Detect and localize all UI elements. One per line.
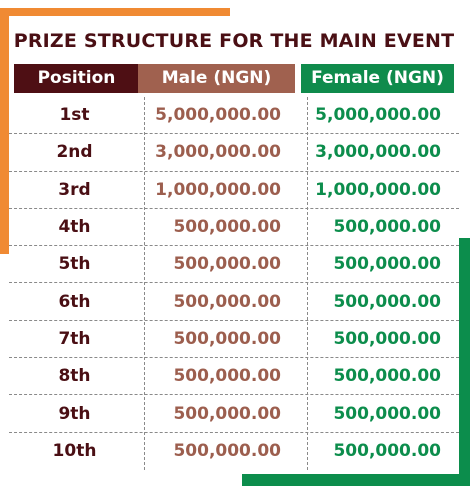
male-prize-cell: 500,000.00 xyxy=(173,441,281,462)
column-divider xyxy=(307,97,308,470)
female-prize-cell: 500,000.00 xyxy=(333,328,441,349)
male-prize-cell: 1,000,000.00 xyxy=(155,179,281,200)
table-row: 5th 500,000.00 500,000.00 xyxy=(9,246,459,284)
table-row: 9th 500,000.00 500,000.00 xyxy=(9,395,459,433)
table-row: 3rd 1,000,000.00 1,000,000.00 xyxy=(9,172,459,209)
position-cell: 3rd xyxy=(58,179,91,200)
female-prize-cell: 5,000,000.00 xyxy=(315,105,441,126)
male-prize-cell: 500,000.00 xyxy=(173,254,281,275)
male-prize-cell: 500,000.00 xyxy=(173,291,281,312)
male-prize-cell: 3,000,000.00 xyxy=(155,142,281,163)
position-cell: 1st xyxy=(59,105,90,126)
position-cell: 9th xyxy=(58,403,91,424)
female-prize-cell: 500,000.00 xyxy=(333,366,441,387)
position-cell: 7th xyxy=(58,328,91,349)
male-prize-cell: 500,000.00 xyxy=(173,403,281,424)
position-cell: 5th xyxy=(58,254,91,275)
position-cell: 8th xyxy=(58,366,91,387)
prize-table-body: 1st 5,000,000.00 5,000,000.00 2nd 3,000,… xyxy=(9,97,459,470)
table-row: 7th 500,000.00 500,000.00 xyxy=(9,321,459,359)
header-position: Position xyxy=(14,64,139,93)
table-row: 1st 5,000,000.00 5,000,000.00 xyxy=(9,97,459,135)
female-prize-cell: 3,000,000.00 xyxy=(315,142,441,163)
table-row: 2nd 3,000,000.00 3,000,000.00 xyxy=(9,134,459,172)
position-cell: 4th xyxy=(58,217,91,238)
female-prize-cell: 500,000.00 xyxy=(333,291,441,312)
position-cell: 6th xyxy=(58,291,91,312)
header-female: Female (NGN) xyxy=(301,64,454,93)
column-divider xyxy=(144,97,145,470)
female-prize-cell: 500,000.00 xyxy=(333,441,441,462)
female-prize-cell: 500,000.00 xyxy=(333,254,441,275)
table-row: 6th 500,000.00 500,000.00 xyxy=(9,283,459,321)
header-male: Male (NGN) xyxy=(138,64,295,93)
table-row: 10th 500,000.00 500,000.00 xyxy=(9,433,459,470)
position-cell: 10th xyxy=(52,441,97,462)
page-title: PRIZE STRUCTURE FOR THE MAIN EVENT xyxy=(13,30,455,52)
male-prize-cell: 5,000,000.00 xyxy=(155,105,281,126)
male-prize-cell: 500,000.00 xyxy=(173,366,281,387)
female-prize-cell: 1,000,000.00 xyxy=(315,179,441,200)
male-prize-cell: 500,000.00 xyxy=(173,217,281,238)
prize-table-card: PRIZE STRUCTURE FOR THE MAIN EVENT Posit… xyxy=(9,16,459,474)
female-prize-cell: 500,000.00 xyxy=(333,217,441,238)
male-prize-cell: 500,000.00 xyxy=(173,328,281,349)
position-cell: 2nd xyxy=(56,142,93,163)
table-row: 8th 500,000.00 500,000.00 xyxy=(9,358,459,396)
female-prize-cell: 500,000.00 xyxy=(333,403,441,424)
table-row: 4th 500,000.00 500,000.00 xyxy=(9,209,459,247)
